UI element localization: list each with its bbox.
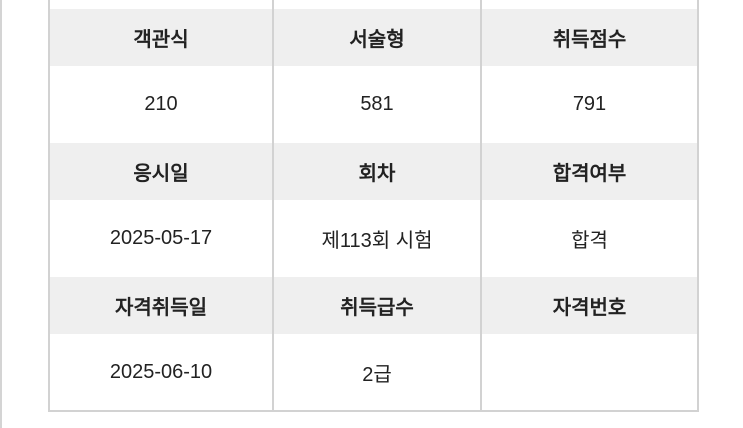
table-header-row: 자격취득일 취득급수 자격번호 xyxy=(48,277,699,334)
table-row xyxy=(48,0,699,9)
header-cert-number: 자격번호 xyxy=(480,277,699,334)
header-acquired-date: 자격취득일 xyxy=(48,277,274,334)
value-total-score: 791 xyxy=(480,66,699,143)
page-border xyxy=(0,0,2,428)
table-row: 210 581 791 xyxy=(48,66,699,143)
table-row: 2025-06-10 2급 xyxy=(48,334,699,412)
value-cert-number xyxy=(480,334,699,412)
value-exam-date: 2025-05-17 xyxy=(48,200,274,277)
value-session: 제113회 시험 xyxy=(272,200,482,277)
value-objective: 210 xyxy=(48,66,274,143)
header-total-score: 취득점수 xyxy=(480,9,699,66)
value-grade: 2급 xyxy=(272,334,482,412)
header-exam-date: 응시일 xyxy=(48,143,274,200)
table-header-row: 객관식 서술형 취득점수 xyxy=(48,9,699,66)
header-objective: 객관식 xyxy=(48,9,274,66)
header-grade: 취득급수 xyxy=(272,277,482,334)
exam-result-table: 객관식 서술형 취득점수 210 581 791 응시일 회차 합격여부 202… xyxy=(48,0,699,412)
header-session: 회차 xyxy=(272,143,482,200)
value-acquired-date: 2025-06-10 xyxy=(48,334,274,412)
value-pass-status: 합격 xyxy=(480,200,699,277)
header-descriptive: 서술형 xyxy=(272,9,482,66)
table-header-row: 응시일 회차 합격여부 xyxy=(48,143,699,200)
header-pass-status: 합격여부 xyxy=(480,143,699,200)
table-row: 2025-05-17 제113회 시험 합격 xyxy=(48,200,699,277)
value-descriptive: 581 xyxy=(272,66,482,143)
